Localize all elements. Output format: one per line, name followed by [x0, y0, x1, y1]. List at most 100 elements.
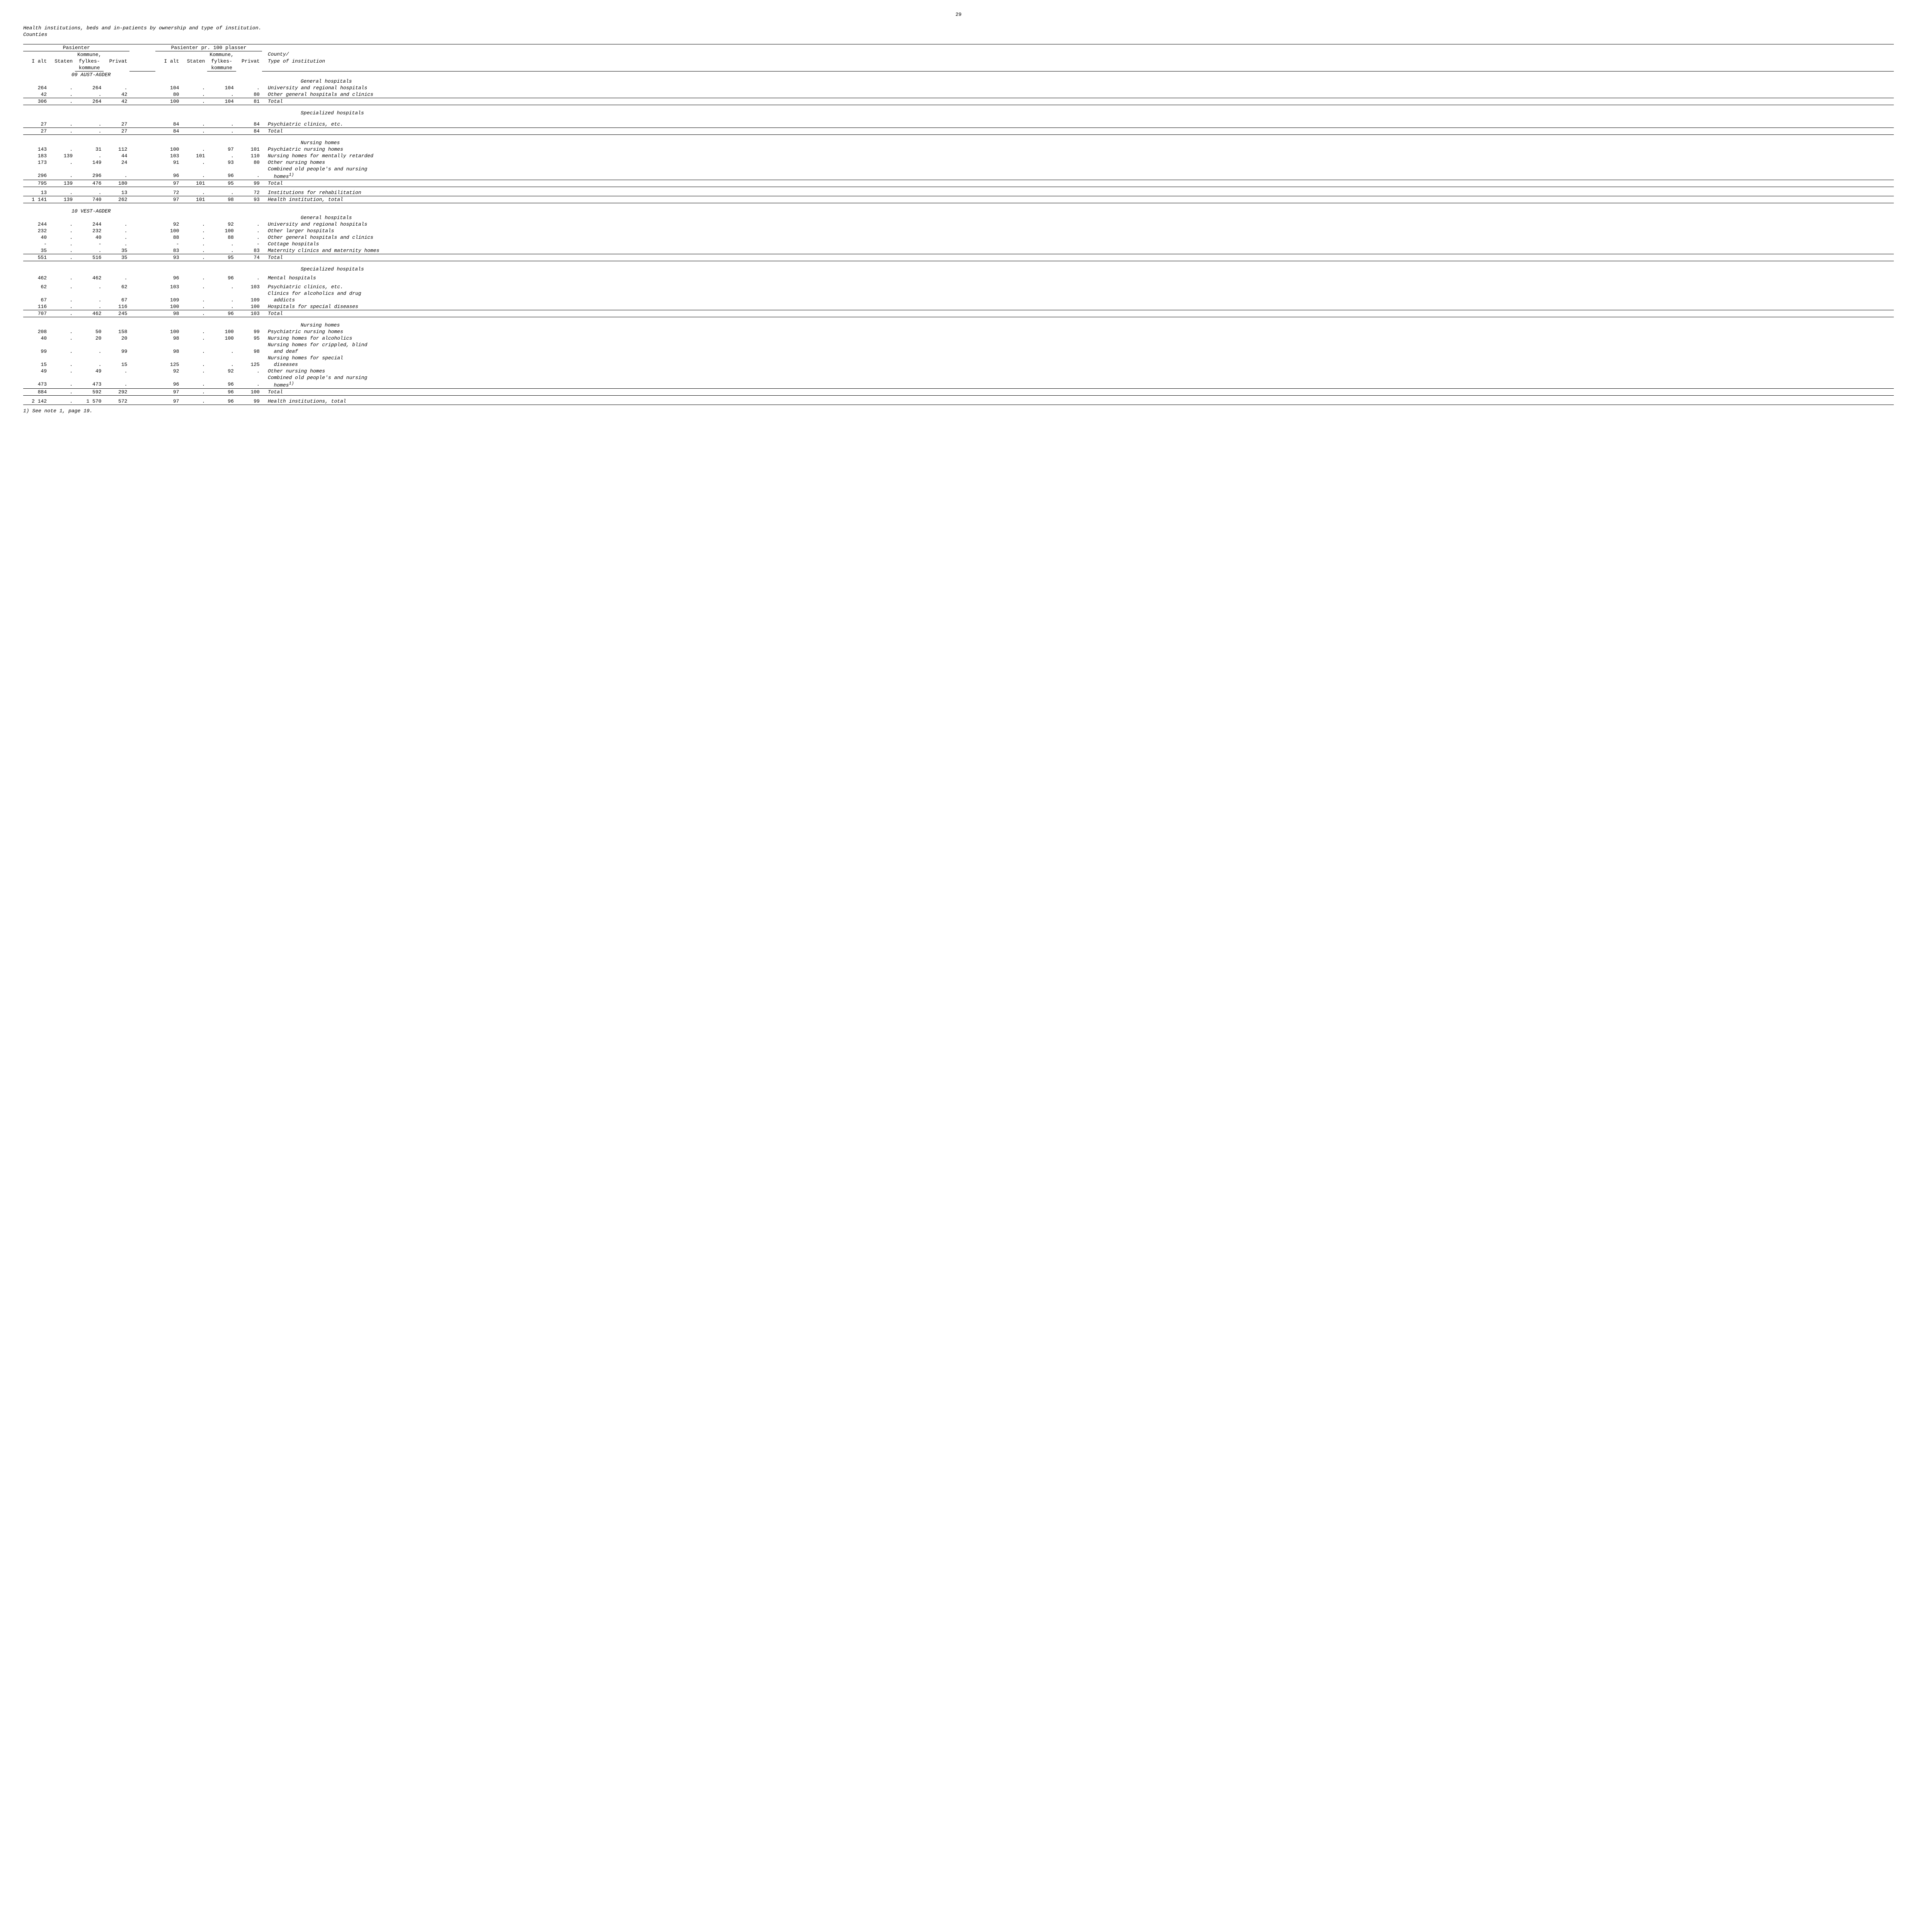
cell: 40 — [23, 234, 49, 241]
cell: 296 — [23, 172, 49, 180]
cell: 232 — [23, 228, 49, 234]
cell: 884 — [23, 389, 49, 396]
row-label: Combined old people's and nursing — [262, 166, 1894, 172]
cell: . — [104, 381, 129, 389]
cell: . — [236, 234, 262, 241]
cell: 462 — [75, 310, 104, 317]
cell: . — [236, 275, 262, 281]
table-row: 27..2784..84Psychiatric clinics, etc. — [23, 121, 1894, 128]
cell: . — [104, 241, 129, 247]
table-row: Combined old people's and nursing — [23, 374, 1894, 381]
cell: . — [75, 128, 104, 134]
cell: 208 — [23, 328, 49, 335]
cell: 20 — [104, 335, 129, 342]
cell: 264 — [75, 98, 104, 105]
cell: 572 — [104, 398, 129, 405]
cell: . — [49, 310, 75, 317]
cell: 103 — [155, 153, 181, 159]
cell: 100 — [155, 303, 181, 310]
cell: . — [181, 361, 207, 368]
cell: . — [207, 348, 236, 355]
cell: 306 — [23, 98, 49, 105]
cell: 93 — [207, 159, 236, 166]
cell: 72 — [155, 189, 181, 196]
cell: . — [207, 303, 236, 310]
table-row: Nursing homes for special — [23, 355, 1894, 361]
cell: 96 — [207, 398, 236, 405]
table-row — [23, 134, 1894, 139]
table-row: 462.462.96.96.Mental hospitals — [23, 275, 1894, 281]
table-row: 183139.44103101.110Nursing homes for men… — [23, 153, 1894, 159]
footnote: 1) See note 1, page 19. — [23, 408, 1894, 414]
cell: 99 — [236, 398, 262, 405]
row-label: University and regional hospitals — [262, 221, 1894, 228]
cell: . — [75, 189, 104, 196]
cell: . — [236, 221, 262, 228]
cell: 98 — [155, 335, 181, 342]
cell: . — [75, 153, 104, 159]
cell: 62 — [104, 284, 129, 290]
cell: . — [181, 234, 207, 241]
col-ialt-1: I alt — [23, 51, 49, 71]
cell: 81 — [236, 98, 262, 105]
cell: 473 — [75, 381, 104, 389]
row-label: Cottage hospitals — [262, 241, 1894, 247]
cell: . — [49, 121, 75, 128]
cell: 104 — [207, 98, 236, 105]
cell: . — [49, 128, 75, 134]
cell: 232 — [75, 228, 104, 234]
row-label: Maternity clinics and maternity homes — [262, 247, 1894, 254]
cell: 551 — [23, 254, 49, 261]
cell: - — [75, 241, 104, 247]
cell: 49 — [23, 368, 49, 374]
row-label: Nursing homes for alcoholics — [262, 335, 1894, 342]
cell: 97 — [155, 196, 181, 203]
cell: . — [104, 234, 129, 241]
cell: 96 — [155, 381, 181, 389]
cell: 103 — [236, 284, 262, 290]
row-label: Nursing homes for special — [262, 355, 1894, 361]
cell: 95 — [236, 335, 262, 342]
cell: . — [181, 159, 207, 166]
cell: 99 — [23, 348, 49, 355]
cell: 50 — [75, 328, 104, 335]
cell: . — [49, 275, 75, 281]
table-row: 884.59229297.96100Total — [23, 389, 1894, 396]
cell: . — [181, 389, 207, 396]
table-row: 49.49.92.92.Other nursing homes — [23, 368, 1894, 374]
table-row: General hospitals — [23, 214, 1894, 221]
cell: . — [181, 228, 207, 234]
table-row — [23, 116, 1894, 121]
cell: . — [236, 172, 262, 180]
cell: 592 — [75, 389, 104, 396]
cell: 35 — [23, 247, 49, 254]
row-label: Psychiatric nursing homes — [262, 146, 1894, 153]
cell: 83 — [236, 247, 262, 254]
cell: 100 — [207, 328, 236, 335]
row-label: homes1) — [262, 172, 1894, 180]
cell: 264 — [75, 85, 104, 91]
cell: . — [49, 303, 75, 310]
cell: 92 — [207, 368, 236, 374]
cell: 103 — [236, 310, 262, 317]
cell: 91 — [155, 159, 181, 166]
cell: 173 — [23, 159, 49, 166]
table-row: 264.264.104.104.University and regional … — [23, 85, 1894, 91]
cell: 97 — [155, 389, 181, 396]
cell: . — [181, 398, 207, 405]
cell: 97 — [155, 398, 181, 405]
cell: - — [155, 241, 181, 247]
table-row: 62..62103..103Psychiatric clinics, etc. — [23, 284, 1894, 290]
cell: 99 — [104, 348, 129, 355]
cell: 27 — [23, 128, 49, 134]
cell: . — [49, 328, 75, 335]
table-row: Nursing homes for crippled, blind — [23, 342, 1894, 348]
table-row: 10 VEST-AGDER — [23, 208, 1894, 214]
cell: 180 — [104, 180, 129, 187]
cell: - — [23, 241, 49, 247]
col-kommune-1b: fylkes- — [75, 58, 104, 65]
cell: 96 — [207, 389, 236, 396]
title-line-1: Health institutions, beds and in-patient… — [23, 25, 261, 31]
row-label: Nursing homes for crippled, blind — [262, 342, 1894, 348]
cell: 98 — [155, 310, 181, 317]
